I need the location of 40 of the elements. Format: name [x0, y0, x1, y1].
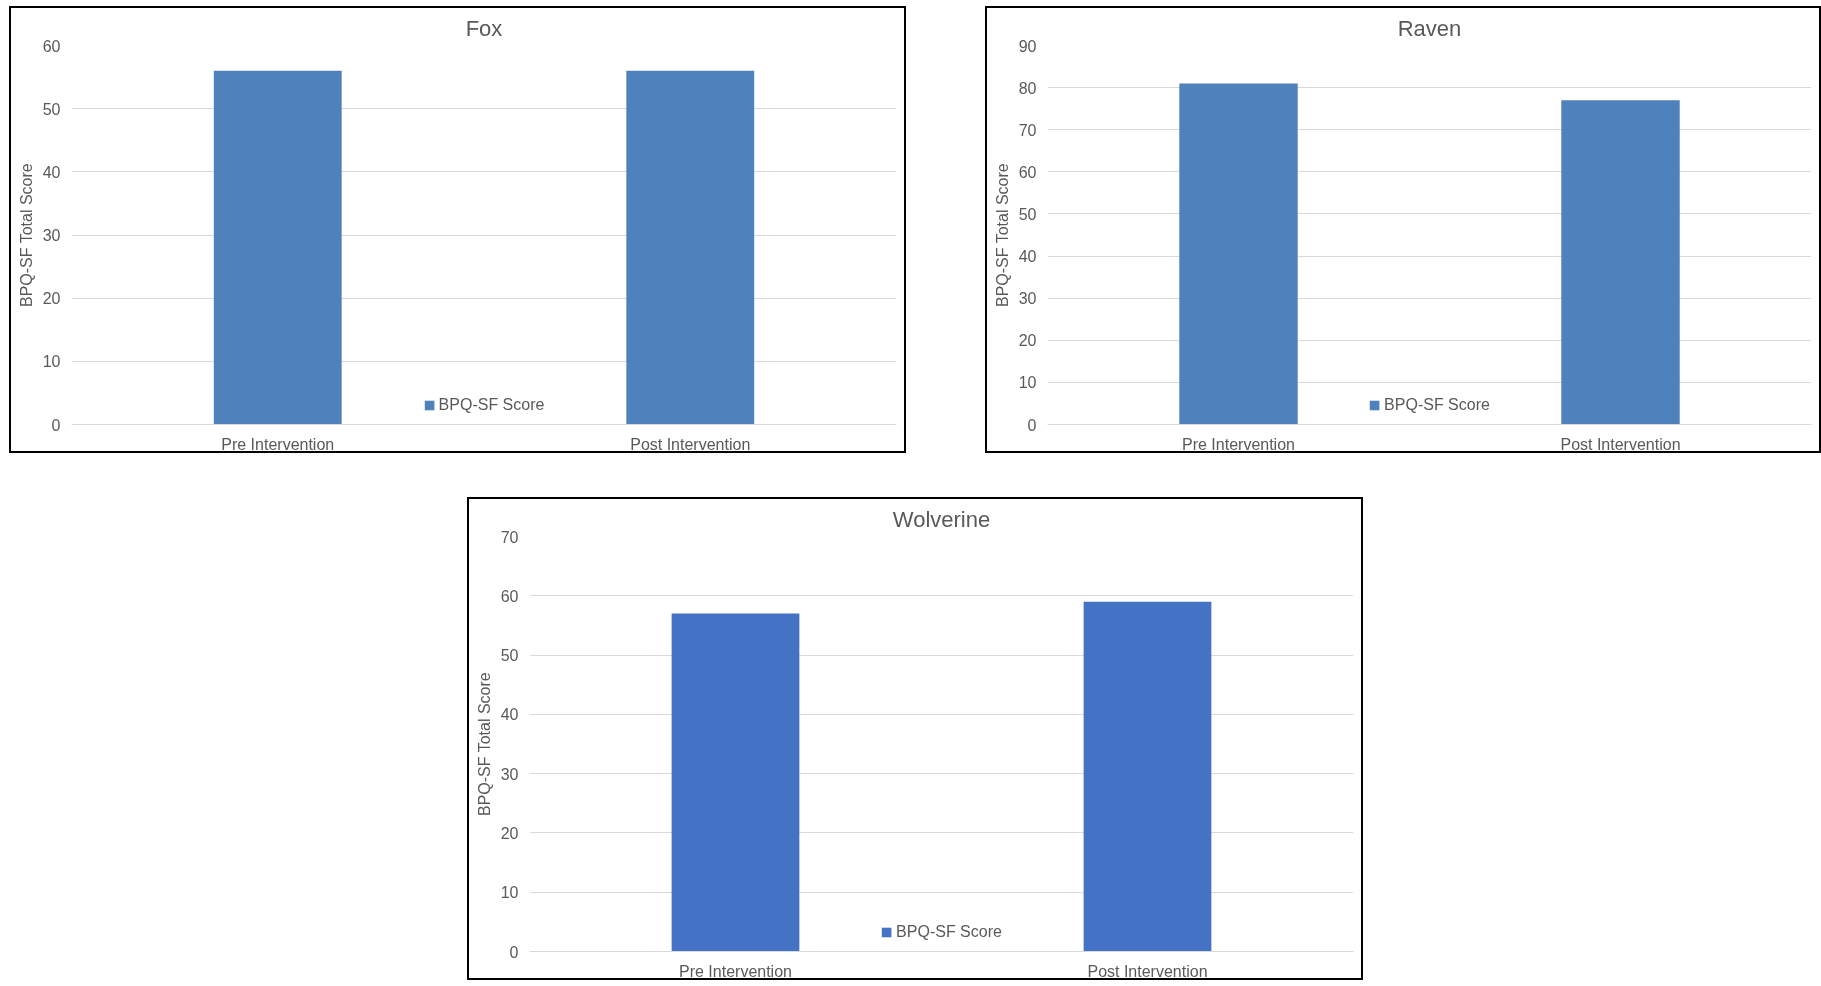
y-tick-label: 10 [42, 353, 61, 371]
y-axis-title: BPQ-SF Total Score [17, 163, 35, 308]
y-tick-label: 90 [1018, 37, 1037, 55]
y-axis-title: BPQ-SF Total Score [475, 672, 493, 817]
y-tick-label: 80 [1018, 79, 1037, 97]
chart-title: Raven [1397, 15, 1462, 41]
y-tick-label: 0 [51, 416, 61, 434]
legend-label: BPQ-SF Score [1384, 396, 1490, 414]
y-tick-label: 0 [1027, 416, 1037, 434]
y-tick-label: 30 [500, 765, 519, 783]
y-tick-label: 60 [42, 37, 61, 55]
y-tick-label: 60 [500, 587, 519, 605]
x-tick-label: Post Intervention [1087, 962, 1208, 980]
chart-title: Fox [465, 15, 503, 41]
y-tick-label: 70 [500, 528, 519, 546]
x-tick-label: Pre Intervention [1182, 435, 1295, 453]
x-tick-label: Post Intervention [1560, 435, 1681, 453]
y-tick-label: 50 [42, 100, 61, 118]
y-tick-label: 20 [500, 824, 519, 842]
y-tick-label: 60 [1018, 163, 1037, 181]
y-axis-title: BPQ-SF Total Score [993, 163, 1011, 308]
legend-label: BPQ-SF Score [896, 923, 1002, 941]
y-tick-label: 30 [42, 227, 61, 244]
y-tick-label: 30 [1018, 290, 1037, 308]
y-tick-label: 40 [1018, 248, 1037, 266]
y-tick-label: 10 [500, 884, 519, 902]
y-tick-label: 20 [42, 290, 61, 308]
x-tick-label: Pre Intervention [221, 435, 335, 453]
chart-title: Wolverine [892, 506, 991, 532]
y-tick-label: 50 [500, 647, 519, 665]
x-tick-label: Pre Intervention [679, 962, 792, 980]
y-tick-label: 40 [42, 163, 61, 181]
y-tick-label: 50 [1018, 205, 1037, 223]
y-tick-label: 0 [509, 943, 519, 961]
legend-label: BPQ-SF Score [438, 396, 545, 414]
y-tick-label: 20 [1018, 332, 1037, 350]
y-tick-label: 70 [1018, 121, 1037, 139]
y-tick-label: 40 [500, 706, 519, 724]
y-tick-label: 10 [1018, 374, 1037, 392]
x-tick-label: Post Intervention [630, 435, 751, 453]
